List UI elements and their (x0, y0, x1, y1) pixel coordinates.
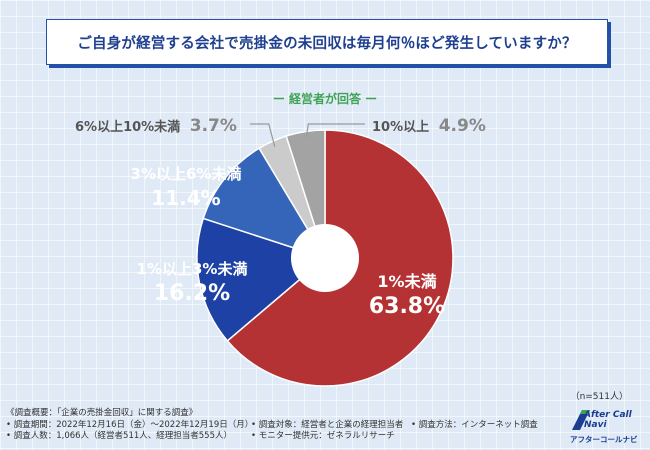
category-label-6to10: 6%以上10%未満 (75, 120, 181, 135)
leader-line-ge10 (305, 123, 365, 138)
logo-kana-text: アフターコールナビ (570, 435, 638, 444)
value-label-6to10: 3.7% (189, 116, 237, 136)
respondent-label: ー 経営者が回答 ー (272, 92, 378, 106)
category-label-1to3: 1%以上3%未満 (136, 260, 248, 278)
after-call-navi-logo: After Call Navi アフターコールナビ (570, 408, 638, 448)
survey-footer: 《調査概要：「企業の売掛金回収」に関する調査》 • 調査期間：2022年12月1… (6, 408, 566, 443)
slice-3to6 (202, 147, 327, 260)
logo-mark-icon (572, 410, 590, 430)
leader-lines (250, 123, 365, 147)
value-label-ge10: 4.9% (438, 116, 486, 136)
survey-target: • 調査対象：経営者と企業の経理担当者 (251, 419, 404, 430)
survey-method: • 調査方法：インターネット調査 (411, 419, 538, 430)
slice-label-6to10: 6%以上10%未満 3.7% (75, 116, 237, 136)
category-label-lt1: 1%未満 (377, 272, 437, 291)
slice-label-ge10: 10%以上 4.9% (372, 116, 486, 136)
survey-summary: 《調査概要：「企業の売掛金回収」に関する調査》 (6, 408, 198, 418)
title-box: ご自身が経営する会社で売掛金の未回収は毎月何％ほど発生していますか？ (46, 19, 608, 65)
value-label-lt1: 63.8% (368, 294, 446, 319)
category-label-ge10: 10%以上 (372, 120, 430, 135)
logo-brand-text: After Call Navi (584, 410, 632, 430)
survey-period: • 調査期間：2022年12月16日（金）〜2022年12月19日（月） (6, 419, 254, 430)
value-label-1to3: 16.2% (153, 281, 231, 306)
donut-hole (291, 224, 359, 292)
sample-size: （n=511人） (570, 392, 628, 402)
slice-label-1to3: 1%以上3%未満 16.2% (132, 258, 252, 306)
slice-label-lt1: 1%未満 63.8% (362, 268, 452, 319)
leader-line-6to10 (250, 123, 276, 147)
chart-title: ご自身が経営する会社で売掛金の未回収は毎月何％ほど発生していますか？ (77, 35, 577, 52)
survey-count: • 調査人数：1,066人（経営者511人、経理担当者555人） (6, 431, 232, 441)
survey-monitor: • モニター提供元：ゼネラルリサーチ (251, 431, 395, 441)
value-label-3to6: 11.4% (151, 186, 221, 210)
category-label-3to6: 3%以上6%未満 (130, 165, 242, 183)
slice-label-3to6: 3%以上6%未満 11.4% (126, 163, 246, 210)
